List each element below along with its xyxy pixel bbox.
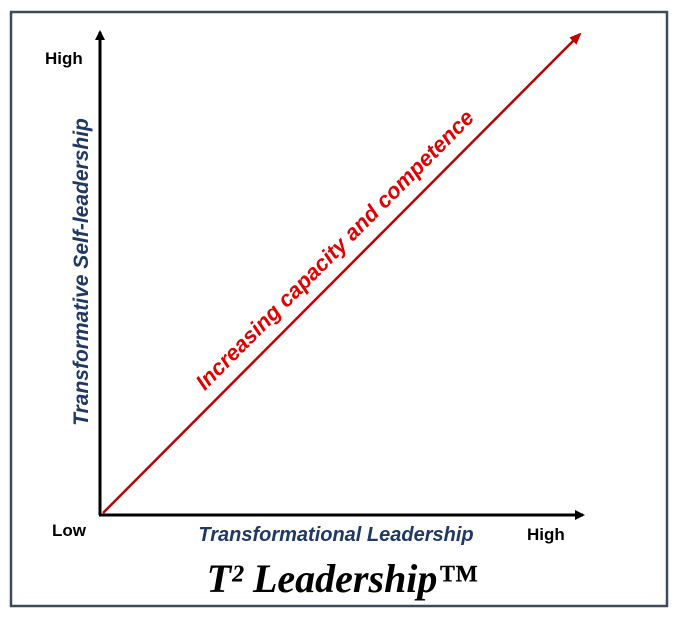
origin-label: Low: [52, 521, 87, 540]
y-high-label: High: [45, 49, 83, 68]
x-high-label: High: [527, 525, 565, 544]
frame: [9, 10, 669, 608]
x-axis-label: Transformational Leadership: [198, 524, 473, 546]
title: T² Leadership™: [207, 556, 478, 601]
diagonal-arrow: [102, 32, 582, 514]
y-axis-label: Transformative Self-leadership: [70, 118, 93, 426]
